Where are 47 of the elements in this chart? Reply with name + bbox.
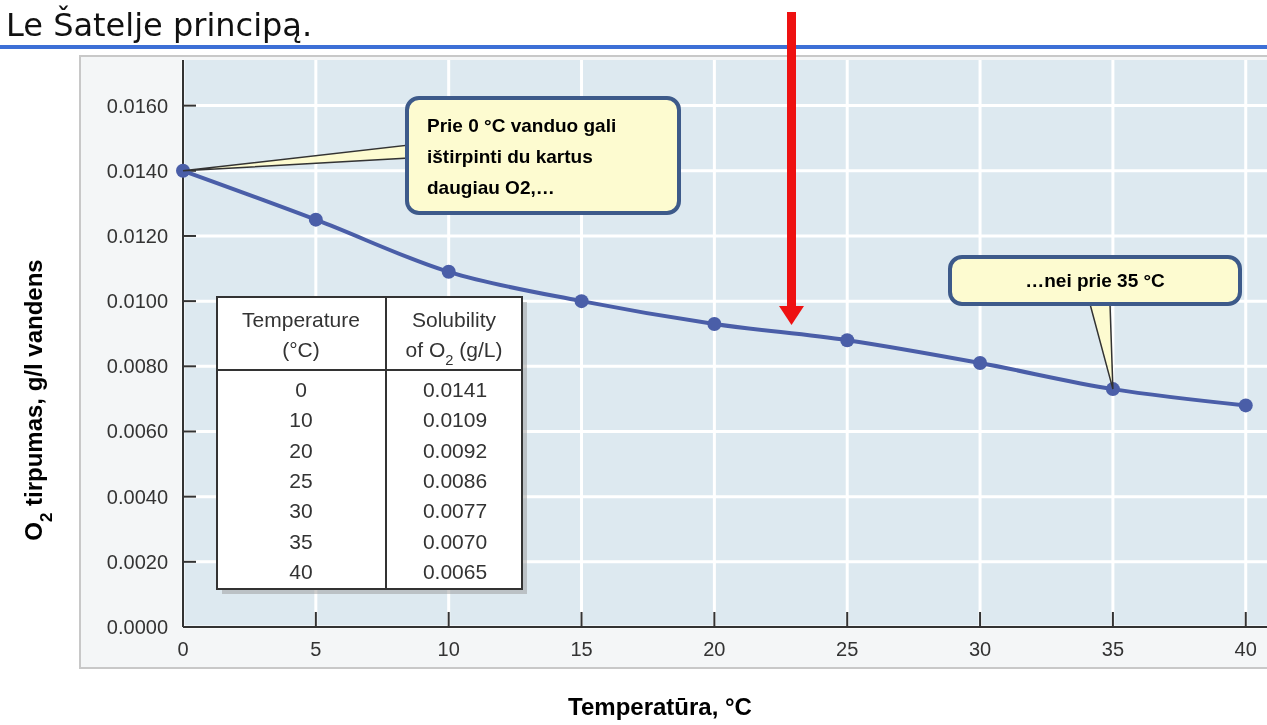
annotation: …nei prie 35 °C xyxy=(1025,270,1166,291)
x-tick-label: 35 xyxy=(1101,638,1125,660)
callout-box: …nei prie 35 °C xyxy=(948,255,1242,390)
annotation: 10 xyxy=(289,408,313,432)
annotation: 30 xyxy=(289,499,313,523)
annotation: 35 xyxy=(289,529,313,553)
annotation: 0.0077 xyxy=(422,499,488,523)
y-tick-label: 0.0120 xyxy=(106,224,168,247)
point xyxy=(707,316,722,331)
annotation: 0.0070 xyxy=(422,529,488,553)
annotation: Prie 0 °C vanduo gali ištirpinti du kartus daugiau O2,… xyxy=(427,115,617,198)
x-tick-label: 30 xyxy=(968,638,992,660)
y-tick-label: 0.0100 xyxy=(106,290,168,313)
x-tick-label: 20 xyxy=(703,638,726,660)
annotation: 25 xyxy=(289,468,313,492)
y-tick-label: 0.0040 xyxy=(106,485,168,508)
point xyxy=(1238,398,1253,413)
y-tick-label: 0.0140 xyxy=(106,159,168,182)
annotation: 0.0092 xyxy=(422,438,488,462)
annotation: 0.0109 xyxy=(422,408,488,432)
annotation: Solubility of O$_{2}$ (g/L) xyxy=(405,308,503,368)
x-tick-label: 10 xyxy=(437,638,460,660)
x-tick-label: 15 xyxy=(570,638,593,660)
y-tick-label: 0.0160 xyxy=(106,94,168,117)
annotation: 20 xyxy=(289,438,313,462)
annotation: 40 xyxy=(289,559,313,583)
x-tick-label: 40 xyxy=(1234,638,1257,660)
point xyxy=(574,294,589,309)
y-tick-label: 0.0000 xyxy=(106,616,168,638)
y-tick-label: 0.0020 xyxy=(106,550,168,573)
annotation: 0.0086 xyxy=(422,468,488,492)
point xyxy=(441,264,456,279)
point xyxy=(840,333,855,348)
x-axis-title: Temperatūra, °C xyxy=(568,693,752,720)
annotation: Temperature (°C) xyxy=(242,308,360,361)
x-tick-label: 25 xyxy=(836,638,859,660)
x-tick-label: 5 xyxy=(310,638,322,660)
y-tick-label: 0.0080 xyxy=(106,355,168,378)
point xyxy=(308,212,323,227)
chart-title: Le Šatelje principą. xyxy=(6,5,313,44)
annotation: 0.0065 xyxy=(422,559,488,583)
x-tick-label: 0 xyxy=(177,638,189,660)
point xyxy=(176,163,190,178)
annotation: 0.0141 xyxy=(422,378,488,401)
annotation: 0 xyxy=(295,378,307,401)
point xyxy=(973,356,988,371)
y-tick-label: 0.0060 xyxy=(106,420,168,443)
